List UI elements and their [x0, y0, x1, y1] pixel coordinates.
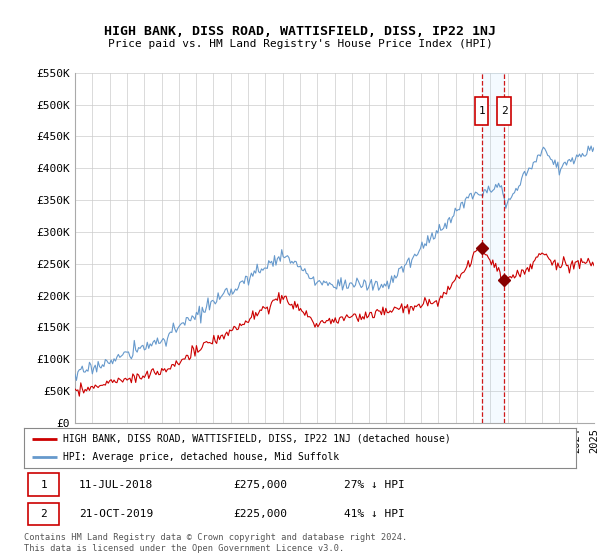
FancyBboxPatch shape [497, 97, 511, 125]
Text: 1: 1 [40, 479, 47, 489]
Text: Price paid vs. HM Land Registry's House Price Index (HPI): Price paid vs. HM Land Registry's House … [107, 39, 493, 49]
Text: 2: 2 [40, 509, 47, 519]
FancyBboxPatch shape [475, 97, 488, 125]
Text: 2: 2 [500, 106, 508, 116]
Text: 21-OCT-2019: 21-OCT-2019 [79, 509, 154, 519]
Text: 11-JUL-2018: 11-JUL-2018 [79, 479, 154, 489]
Text: £275,000: £275,000 [234, 479, 288, 489]
Text: HIGH BANK, DISS ROAD, WATTISFIELD, DISS, IP22 1NJ: HIGH BANK, DISS ROAD, WATTISFIELD, DISS,… [104, 25, 496, 38]
Text: 41% ↓ HPI: 41% ↓ HPI [344, 509, 405, 519]
Text: £225,000: £225,000 [234, 509, 288, 519]
Text: 27% ↓ HPI: 27% ↓ HPI [344, 479, 405, 489]
Text: Contains HM Land Registry data © Crown copyright and database right 2024.
This d: Contains HM Land Registry data © Crown c… [24, 533, 407, 553]
Text: HPI: Average price, detached house, Mid Suffolk: HPI: Average price, detached house, Mid … [62, 452, 339, 462]
Bar [482, 73, 504, 423]
Text: HIGH BANK, DISS ROAD, WATTISFIELD, DISS, IP22 1NJ (detached house): HIGH BANK, DISS ROAD, WATTISFIELD, DISS,… [62, 434, 451, 444]
FancyBboxPatch shape [28, 473, 59, 496]
FancyBboxPatch shape [28, 503, 59, 525]
Text: 1: 1 [479, 106, 485, 116]
